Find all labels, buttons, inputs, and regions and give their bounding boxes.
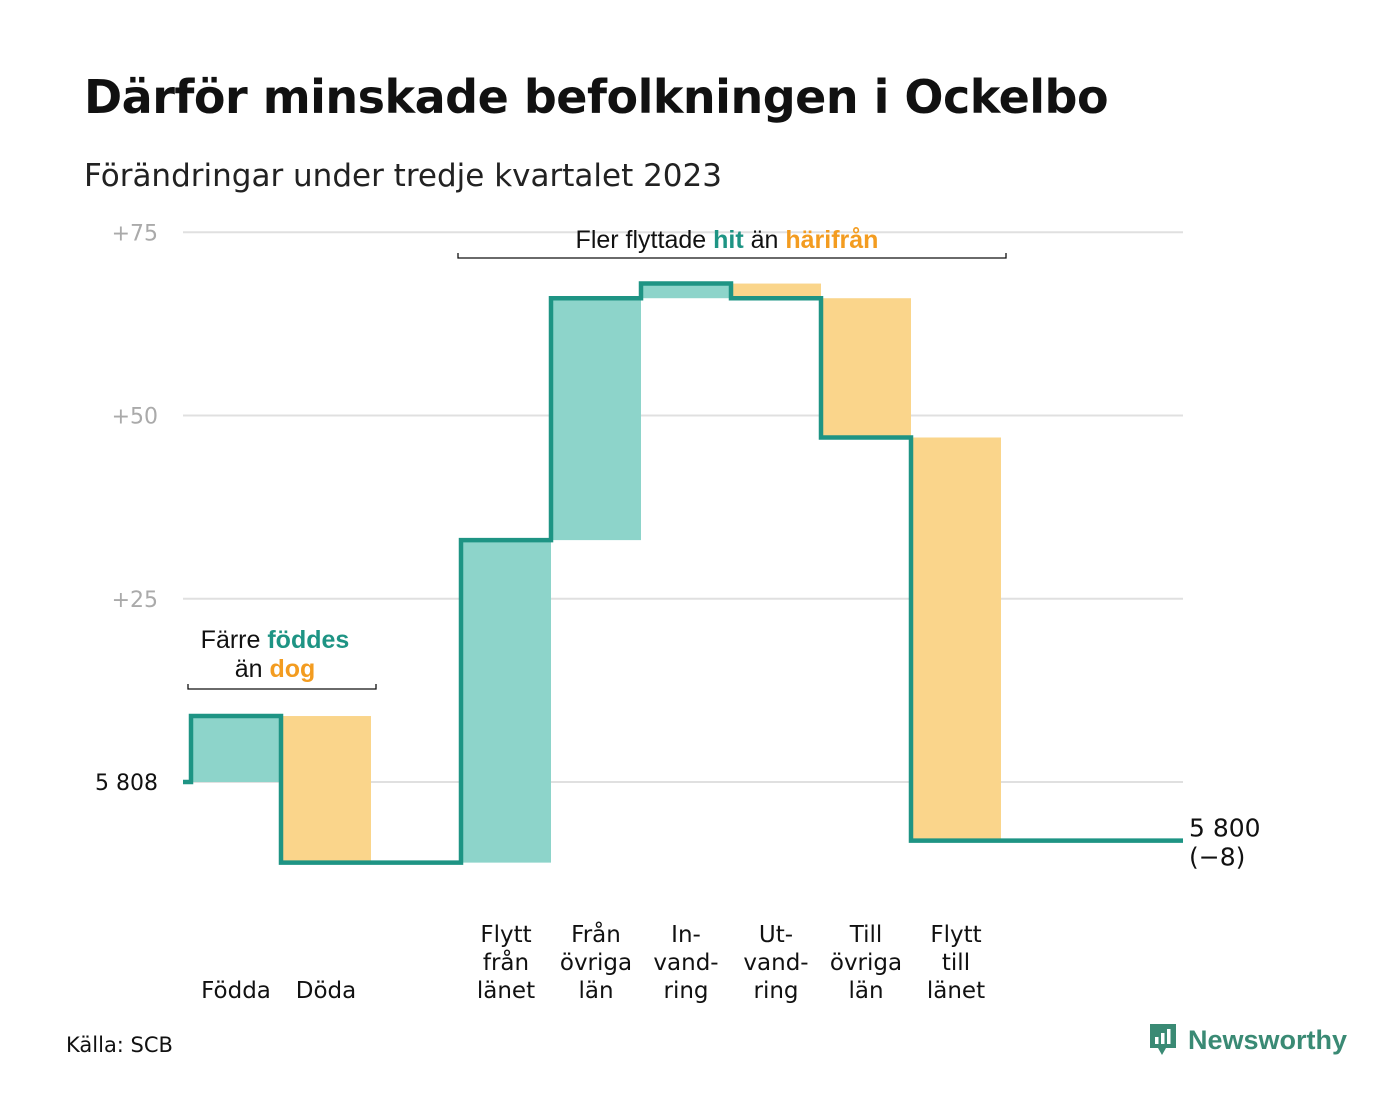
category-label: In-vand-ring xyxy=(653,922,718,1004)
migration-annotation-bracket xyxy=(457,253,1007,259)
category-label: Födda xyxy=(201,978,271,1004)
brand-logo[interactable]: Newsworthy xyxy=(1148,1022,1347,1058)
line-layer xyxy=(183,281,1183,865)
chart-title: Därför minskade befolkningen i Ockelbo xyxy=(84,70,1109,124)
increase-bar xyxy=(551,298,641,541)
source-note: Källa: SCB xyxy=(66,1033,173,1057)
migration-annotation-prefix: Fler flyttade xyxy=(576,226,714,254)
y-tick-label: +25 xyxy=(112,588,158,613)
births-annotation-line1: Färre föddes xyxy=(201,626,350,654)
increase-bar xyxy=(641,283,731,299)
bar-layer xyxy=(191,283,1001,863)
end-value-label: 5 800 xyxy=(1189,814,1261,843)
migration-annotation: Fler flyttade hit än härifrån xyxy=(576,226,879,254)
category-label: Flytt till länet xyxy=(927,922,985,1004)
births-annotation-bracket xyxy=(187,684,377,690)
y-tick-label: +50 xyxy=(112,405,158,430)
start-value-label: 5 808 xyxy=(95,771,158,796)
migration-annotation-middle: än xyxy=(744,226,786,254)
y-tick-label: +75 xyxy=(112,221,158,246)
decrease-bar xyxy=(281,716,371,863)
brand-name: Newsworthy xyxy=(1188,1024,1348,1055)
category-label: Till övriga län xyxy=(830,922,902,1004)
grid-layer xyxy=(183,231,1183,783)
decrease-bar xyxy=(821,298,911,438)
label-layer: +25 +50 +75 5 808 Födda Döda Flytt från länet Frå… xyxy=(95,221,1261,1004)
category-label: Döda xyxy=(296,978,356,1004)
births-annotation-highlight: föddes xyxy=(267,626,349,654)
end-change-label: (−8) xyxy=(1189,843,1245,872)
decrease-bar xyxy=(911,437,1001,841)
chart-subtitle: Förändringar under tredje kvartalet 2023 xyxy=(84,158,722,194)
migration-annotation-highlight-out: härifrån xyxy=(785,226,878,254)
increase-bar xyxy=(461,540,551,863)
deaths-annotation-highlight: dog xyxy=(269,655,315,683)
migration-annotation-highlight-in: hit xyxy=(713,226,744,254)
waterfall-chart: +25 +50 +75 5 808 Födda Döda Flytt från länet Frå… xyxy=(95,221,1261,1004)
births-annotation-prefix: Färre xyxy=(201,626,268,654)
cumulative-step-line xyxy=(183,281,1183,865)
decrease-bar xyxy=(731,283,821,299)
category-label: Flytt från länet xyxy=(477,922,535,1004)
increase-bar xyxy=(191,716,281,782)
category-label: Från övriga län xyxy=(560,920,632,1004)
deaths-annotation-prefix: än xyxy=(235,655,270,683)
newsworthy-logo-icon xyxy=(1150,1024,1176,1055)
births-annotation-line2: än dog xyxy=(235,655,316,683)
category-label: Ut-vand-ring xyxy=(743,922,808,1004)
